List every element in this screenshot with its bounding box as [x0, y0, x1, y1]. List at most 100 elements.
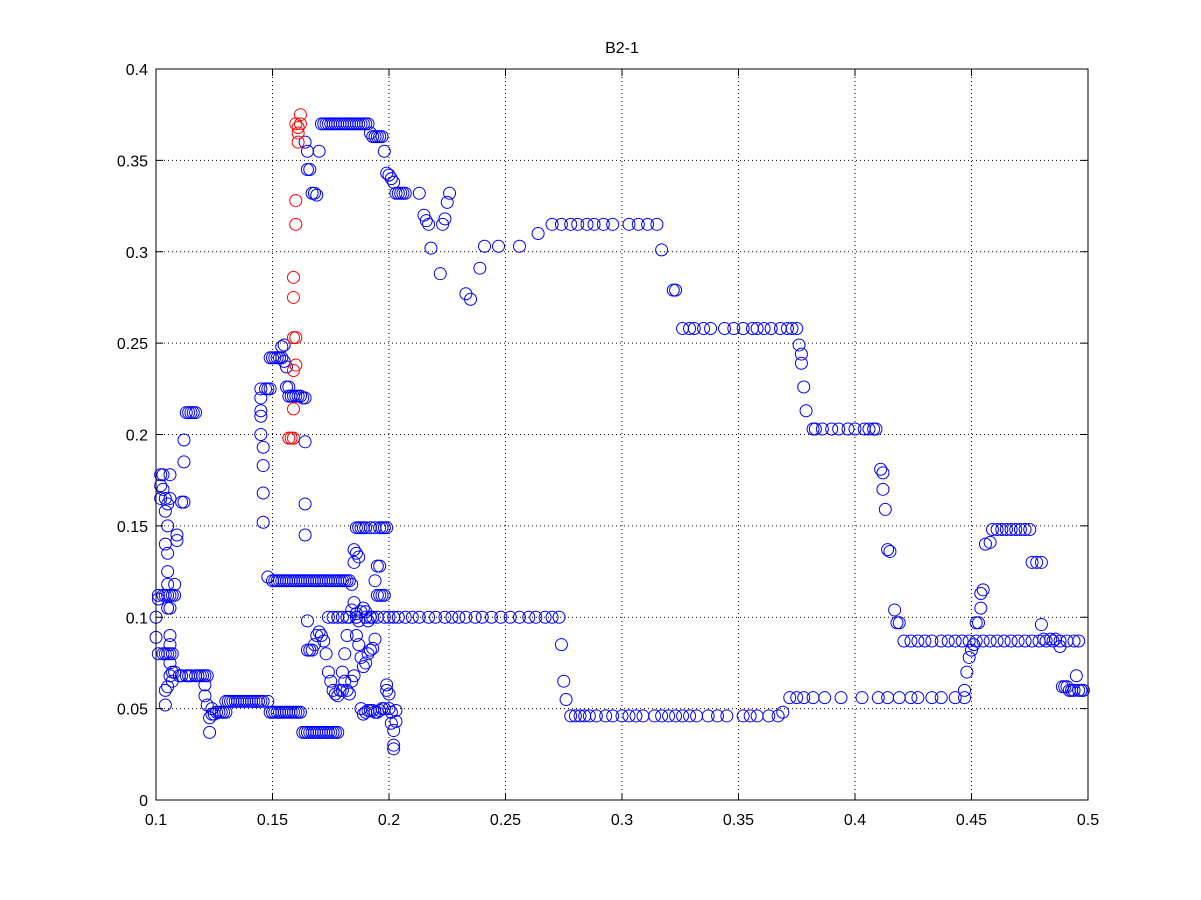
data-point-blue [655, 243, 669, 257]
data-point-red [291, 126, 305, 140]
data-point-blue [405, 610, 419, 624]
data-point-blue [340, 610, 354, 624]
x-tick-label: 0.4 [844, 812, 866, 829]
data-point-blue [331, 610, 345, 624]
data-point-blue [878, 502, 892, 516]
data-point-blue [345, 603, 359, 617]
data-point-blue [422, 217, 436, 231]
data-point-blue [398, 610, 412, 624]
y-tick-label: 0.3 [126, 245, 148, 262]
data-point-blue [382, 168, 396, 182]
data-point-blue [512, 610, 526, 624]
data-point-blue [377, 144, 391, 158]
data-point-blue [503, 610, 517, 624]
data-points [149, 108, 1090, 756]
data-point-blue [736, 709, 750, 723]
data-point-blue [156, 468, 170, 482]
data-point-blue [815, 422, 829, 436]
data-point-blue [256, 440, 270, 454]
data-point-blue [175, 669, 189, 683]
data-point-blue [1067, 683, 1081, 697]
data-point-blue [669, 709, 683, 723]
y-tick-label: 0.1 [126, 610, 148, 627]
data-point-blue [990, 523, 1004, 537]
data-point-blue [342, 687, 356, 701]
data-point-blue [168, 588, 182, 602]
data-point-blue [750, 322, 764, 336]
data-point-blue [380, 683, 394, 697]
data-point-blue [356, 660, 370, 674]
data-point-blue [312, 144, 326, 158]
data-point-blue [349, 610, 363, 624]
chart-title: B2-1 [605, 40, 639, 57]
data-point-blue [955, 634, 969, 648]
data-point-blue [529, 610, 543, 624]
x-tick-label: 0.3 [611, 812, 633, 829]
data-point-blue [494, 610, 508, 624]
data-point-blue [1034, 555, 1048, 569]
data-point-blue [347, 543, 361, 557]
x-tick-label: 0.15 [257, 812, 288, 829]
data-point-blue [382, 610, 396, 624]
data-point-blue [170, 533, 184, 547]
data-point-blue [438, 212, 452, 226]
data-point-blue [762, 709, 776, 723]
data-point-blue [298, 497, 312, 511]
data-point-blue [478, 239, 492, 253]
data-point-blue [552, 610, 566, 624]
data-point-blue [1018, 634, 1032, 648]
data-point-blue [948, 691, 962, 705]
data-point-blue [433, 267, 447, 281]
data-point-blue [881, 543, 895, 557]
data-point-blue [445, 610, 459, 624]
data-point-blue [391, 610, 405, 624]
data-point-blue [582, 709, 596, 723]
data-point-blue [368, 632, 382, 646]
data-point-blue [261, 570, 275, 584]
data-point-blue [158, 683, 172, 697]
data-point-blue [424, 241, 438, 255]
data-point-blue [587, 217, 601, 231]
data-point-blue [606, 217, 620, 231]
data-point-blue [422, 610, 436, 624]
data-point-blue [219, 705, 233, 719]
data-point-blue [412, 610, 426, 624]
data-point-blue [485, 610, 499, 624]
data-point-blue [377, 588, 391, 602]
data-point-blue [161, 546, 175, 560]
data-point-blue [475, 610, 489, 624]
data-point-blue [962, 650, 976, 664]
data-point-blue [596, 217, 610, 231]
data-point-blue [1009, 523, 1023, 537]
data-point-blue [911, 634, 925, 648]
data-point-blue [263, 382, 277, 396]
data-point-blue [995, 523, 1009, 537]
data-point-blue [904, 634, 918, 648]
data-point-blue [314, 629, 328, 643]
data-point-blue [380, 678, 394, 692]
data-point-blue [997, 634, 1011, 648]
data-point-blue [438, 610, 452, 624]
y-tick-label: 0.2 [126, 428, 148, 445]
data-point-blue [307, 638, 321, 652]
data-point-blue [161, 497, 175, 511]
data-point-blue [934, 691, 948, 705]
data-point-blue [277, 338, 291, 352]
data-point-blue [974, 586, 988, 600]
data-point-blue [345, 674, 359, 688]
data-point-blue [971, 616, 985, 630]
data-point-blue [303, 163, 317, 177]
data-point-blue [261, 694, 275, 708]
y-tick-label: 0.35 [117, 153, 148, 170]
data-point-blue [335, 610, 349, 624]
data-point-blue [1018, 523, 1032, 537]
data-point-blue [990, 634, 1004, 648]
data-point-red [286, 431, 300, 445]
data-point-blue [384, 172, 398, 186]
data-point-red [289, 217, 303, 231]
data-point-blue [158, 698, 172, 712]
data-point-blue [983, 535, 997, 549]
data-point-blue [776, 705, 790, 719]
data-point-blue [764, 322, 778, 336]
data-point-blue [571, 217, 585, 231]
